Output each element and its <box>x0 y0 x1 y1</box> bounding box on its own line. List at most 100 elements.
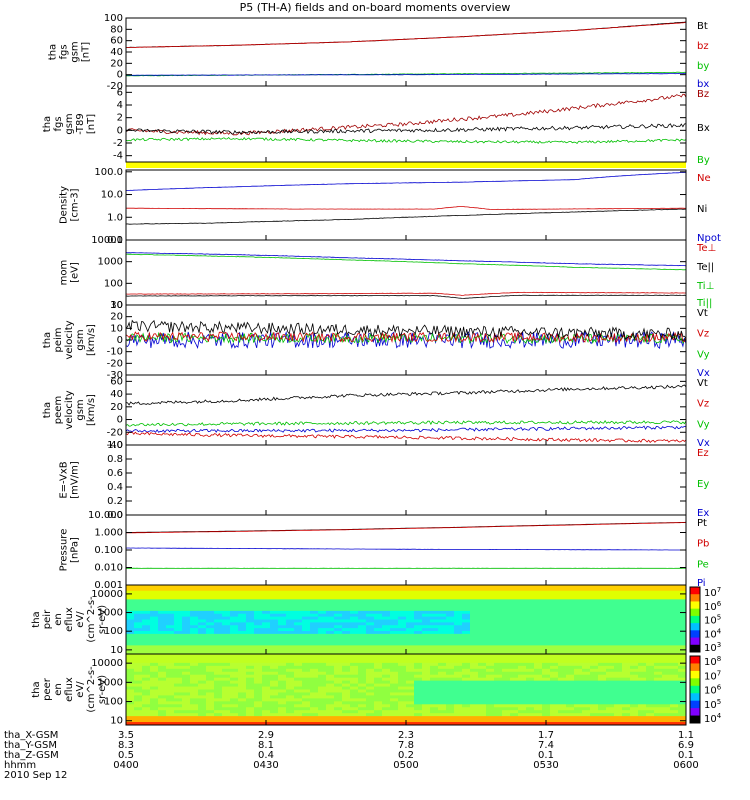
legend-label: Bx <box>697 123 710 134</box>
y-tick-label: 6 <box>117 87 123 98</box>
bottom-tick-label: 0.1 <box>678 750 694 761</box>
bottom-row-label: tha_X-GSM <box>4 730 58 741</box>
series-line-Ni <box>125 208 687 225</box>
colorbar-tick-label: 104 <box>704 712 722 725</box>
y-tick-label: 100 <box>104 697 123 708</box>
y-tick-label: 20 <box>110 312 123 323</box>
bottom-tick-label: 8.3 <box>118 740 134 751</box>
page-title: P5 (TH-A) fields and on-board moments ov… <box>239 1 511 14</box>
colorbar-segment <box>690 663 700 672</box>
y-axis-label: tha <box>42 116 53 132</box>
y-tick-label: 100.0 <box>94 167 123 178</box>
legend-label: Vy <box>697 349 710 360</box>
series-line-bz <box>126 22 687 48</box>
bottom-tick-label: 1.1 <box>678 730 694 741</box>
bottom-row-label: tha_Y-GSM <box>4 740 57 751</box>
y-tick-label: 100 <box>104 13 123 24</box>
legend-label: Ez <box>697 448 709 459</box>
colorbar-segment <box>690 623 700 631</box>
y-tick-label: 1.0 <box>107 440 123 451</box>
series-line-Pb <box>126 522 687 534</box>
colorbar-segment <box>690 715 700 724</box>
y-axis-label: [nT] <box>81 42 92 62</box>
series-line-Vz <box>125 431 687 443</box>
y-axis-label: [km/s] <box>86 324 97 356</box>
bottom-tick-label: 0530 <box>533 760 558 771</box>
y-tick-label: -30 <box>107 370 123 381</box>
bottom-tick-label: 3.5 <box>118 730 134 741</box>
bottom-tick-label: 6.9 <box>678 740 694 751</box>
y-axis-label: peir <box>42 609 53 629</box>
series-line-Ne <box>126 206 686 210</box>
y-tick-label: 0.1 <box>107 235 123 246</box>
panel-7: 1.0 0.8 0.6 0.4 0.2 0.0 E=-VxB [mV/m] Ez Ey Ex <box>59 440 710 521</box>
y-axis-label: gsm <box>70 41 81 62</box>
colorbar-segment <box>690 708 700 717</box>
y-tick-label: -20 <box>107 358 123 369</box>
bottom-row-label: hhmm <box>4 760 36 771</box>
y-tick-label: 0 <box>117 415 123 426</box>
colorbar-segment <box>690 656 700 664</box>
y-axis-label: sr-eV) <box>97 675 108 704</box>
y-axis-label: tha <box>48 44 59 60</box>
colorbar-segment <box>690 594 700 602</box>
y-axis-label: [nPa] <box>70 537 81 563</box>
y-tick-label: 1000 <box>98 677 123 688</box>
series-line-Pi <box>125 547 686 551</box>
y-axis-label: velocity <box>64 390 75 429</box>
y-tick-label: 60 <box>110 376 123 387</box>
status-bar <box>126 162 686 168</box>
y-tick-label: 0.4 <box>107 482 123 493</box>
series-line-Vx <box>125 425 687 434</box>
bottom-tick-label: 0.4 <box>258 750 274 761</box>
series-line-Ti⊥ <box>125 252 687 267</box>
y-axis-label: tha <box>31 611 42 627</box>
colorbar-segment <box>690 637 700 646</box>
y-tick-label: 0.6 <box>107 468 123 479</box>
bottom-tick-label: 8.1 <box>258 740 274 751</box>
y-axis-label: E=-VxB <box>59 461 70 498</box>
bottom-tick-label: 0.1 <box>538 750 554 761</box>
bottom-tick-label: 0600 <box>673 760 698 771</box>
y-tick-label: 10.0 <box>101 190 123 201</box>
y-axis-label: [nT] <box>86 114 97 134</box>
y-tick-label: 60 <box>110 36 123 47</box>
y-axis-label: [cm-3] <box>70 188 81 221</box>
y-tick-label: 0.2 <box>107 496 123 507</box>
series-line-Ti|| <box>125 253 687 271</box>
y-tick-label: 0.100 <box>94 545 123 556</box>
y-tick-label: 0.0 <box>107 510 123 521</box>
y-axis-label: gsm <box>64 113 75 134</box>
y-axis-label: peim <box>53 327 64 352</box>
y-axis-label: tha <box>42 402 53 418</box>
colorbar-segment <box>690 685 700 694</box>
panel-8: 10.000 1.000 0.100 0.010 0.001 Pressure [nPa] P… <box>59 510 710 591</box>
legend-label: Ti⊥ <box>696 281 714 292</box>
colorbar-segment <box>690 693 700 702</box>
y-tick-label: 10000 <box>91 589 123 600</box>
y-axis-label: eflux <box>64 607 75 632</box>
y-axis-label: en <box>53 683 64 696</box>
y-axis-label: gsm <box>75 329 86 350</box>
bottom-tick-label: 2.9 <box>258 730 274 741</box>
legend-label: Vt <box>697 308 708 319</box>
legend-label: Bt <box>697 21 708 32</box>
y-axis-label: velocity <box>64 320 75 359</box>
colorbar-frame <box>689 655 701 724</box>
panel-frame <box>125 374 687 446</box>
y-axis-label: eV/ <box>75 681 86 698</box>
panel-frame <box>125 169 687 241</box>
series-line-By <box>125 137 687 145</box>
y-axis-label: (cm^2-s- <box>86 596 97 643</box>
bottom-tick-label: 7.4 <box>538 740 554 751</box>
bottom-tick-label: 7.8 <box>398 740 414 751</box>
colorbar-tick-label: 105 <box>704 698 721 711</box>
y-axis-label: mom <box>59 260 70 286</box>
legend-label: Vz <box>697 399 709 410</box>
legend-label: Pt <box>697 518 707 529</box>
bottom-row-label: 2010 Sep 12 <box>4 770 67 781</box>
